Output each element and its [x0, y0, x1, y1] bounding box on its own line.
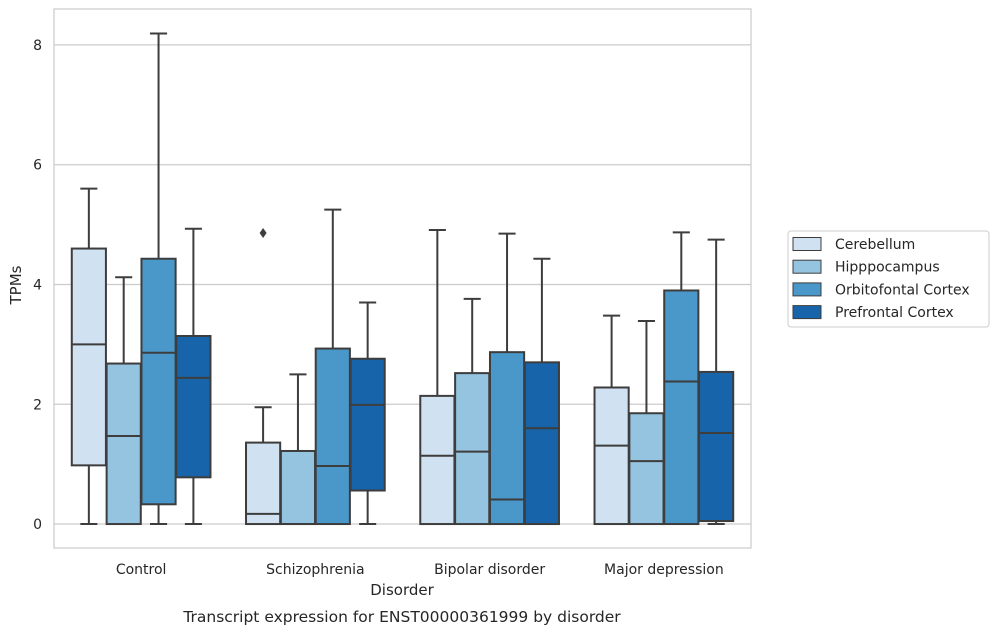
y-tick-label: 8 — [33, 38, 42, 54]
y-tick-label: 2 — [33, 397, 42, 413]
box-1-1 — [279, 373, 317, 526]
box-iqr — [314, 347, 351, 526]
y-tick-label: 4 — [33, 277, 42, 293]
box-iqr — [70, 247, 107, 467]
box-2-2 — [488, 232, 526, 526]
legend-item: Orbitofontal Cortex — [792, 282, 970, 298]
legend-frame — [787, 230, 990, 328]
chart-caption: Transcript expression for ENST0000036199… — [182, 608, 621, 626]
y-tick-label: 0 — [33, 517, 42, 533]
box-iqr — [454, 372, 491, 526]
box-3-1 — [349, 301, 386, 526]
box-2-0 — [140, 32, 177, 526]
box-iqr — [349, 357, 386, 492]
legend-label: Prefrontal Cortex — [835, 305, 954, 321]
legend-swatch — [792, 237, 822, 251]
box-3-0 — [175, 227, 212, 526]
box-iqr — [279, 449, 317, 526]
box-iqr — [523, 361, 560, 526]
plot-area — [53, 8, 752, 549]
box-iqr — [628, 412, 665, 526]
x-tick-label: Major depression — [604, 562, 724, 578]
box-0-3 — [593, 314, 630, 526]
box-iqr — [593, 386, 630, 526]
outlier-point — [259, 227, 267, 238]
y-axis-ticks: 0 2 4 6 8 — [33, 38, 42, 533]
box-2-3 — [663, 231, 700, 526]
box-iqr — [105, 362, 142, 526]
legend-swatch — [792, 305, 822, 320]
legend-label: Orbitofontal Cortex — [835, 282, 970, 298]
box-1-2 — [454, 297, 491, 526]
legend-label: Cerebellum — [835, 237, 915, 253]
x-axis-ticks: Control Schizophrenia Bipolar disorder Majo… — [116, 562, 724, 578]
box-1-0 — [105, 276, 142, 526]
box-iqr — [419, 394, 456, 526]
legend: Cerebellum Hipppocampus Orbitofontal Corte… — [787, 230, 990, 328]
box-3-2 — [523, 257, 560, 526]
box-1-3 — [628, 320, 665, 526]
legend-label: Hipppocampus — [835, 260, 940, 276]
legend-item: Cerebellum — [792, 237, 915, 253]
boxes — [70, 32, 735, 526]
box-iqr — [698, 370, 735, 523]
x-axis-label: Disorder — [370, 581, 434, 599]
legend-swatch — [792, 259, 822, 274]
x-tick-label: Schizophrenia — [266, 562, 364, 578]
legend-item: Hipppocampus — [792, 259, 940, 276]
box-0-2 — [419, 228, 456, 526]
y-axis-label: TPMs — [7, 265, 25, 305]
box-iqr — [175, 334, 212, 479]
box-iqr — [488, 351, 526, 526]
x-tick-label: Control — [116, 562, 167, 578]
box-iqr — [140, 257, 177, 506]
legend-item: Prefrontal Cortex — [792, 305, 954, 321]
box-iqr — [245, 441, 282, 526]
x-tick-label: Bipolar disorder — [434, 562, 545, 578]
box-0-0 — [70, 187, 107, 526]
box-0-1 — [245, 227, 282, 526]
y-tick-label: 6 — [33, 158, 42, 174]
legend-swatch — [792, 282, 822, 297]
box-iqr — [663, 289, 700, 526]
box-2-1 — [314, 208, 351, 526]
box-3-3 — [698, 238, 735, 526]
